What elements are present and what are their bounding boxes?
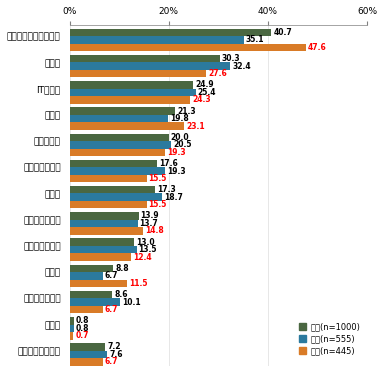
Text: 0.7: 0.7 [75, 331, 89, 340]
Text: 24.3: 24.3 [192, 95, 211, 104]
Legend: 全体(n=1000), 男性(n=555), 女性(n=445): 全体(n=1000), 男性(n=555), 女性(n=445) [296, 319, 363, 358]
Text: 6.7: 6.7 [105, 358, 118, 367]
Bar [70, 325, 74, 332]
Text: 40.7: 40.7 [273, 28, 292, 37]
Text: 8.6: 8.6 [114, 290, 128, 299]
Bar [70, 246, 137, 254]
Bar [70, 167, 166, 175]
Bar [70, 280, 127, 287]
Bar [70, 193, 162, 201]
Text: 30.3: 30.3 [222, 54, 240, 63]
Text: 7.6: 7.6 [109, 350, 123, 359]
Bar [70, 122, 184, 130]
Text: 25.4: 25.4 [197, 88, 216, 97]
Bar [70, 291, 113, 298]
Text: 13.7: 13.7 [139, 219, 158, 228]
Text: 18.7: 18.7 [164, 193, 183, 202]
Bar [70, 29, 271, 36]
Text: 19.8: 19.8 [170, 114, 189, 123]
Text: 0.8: 0.8 [76, 324, 89, 333]
Bar [70, 36, 243, 44]
Text: 13.9: 13.9 [141, 211, 159, 220]
Text: 47.6: 47.6 [308, 43, 326, 52]
Bar [70, 272, 103, 280]
Bar [70, 220, 137, 227]
Text: 10.1: 10.1 [122, 298, 141, 307]
Bar [70, 317, 74, 325]
Bar [70, 89, 195, 96]
Text: 32.4: 32.4 [232, 62, 251, 71]
Text: 11.5: 11.5 [129, 279, 147, 288]
Bar [70, 351, 108, 358]
Bar [70, 186, 156, 193]
Bar [70, 254, 131, 261]
Text: 27.6: 27.6 [209, 69, 227, 78]
Text: 6.7: 6.7 [105, 272, 118, 280]
Text: 12.4: 12.4 [133, 252, 152, 262]
Bar [70, 107, 175, 115]
Bar [70, 115, 168, 122]
Text: 14.8: 14.8 [145, 226, 164, 235]
Text: 17.3: 17.3 [157, 185, 176, 194]
Bar [70, 175, 147, 182]
Bar [70, 212, 139, 220]
Text: 6.7: 6.7 [105, 305, 118, 314]
Bar [70, 265, 113, 272]
Text: 23.1: 23.1 [186, 122, 205, 131]
Bar [70, 96, 190, 104]
Bar [70, 160, 157, 167]
Bar [70, 298, 120, 306]
Text: 24.9: 24.9 [195, 80, 214, 89]
Bar [70, 62, 230, 70]
Text: 15.5: 15.5 [149, 174, 167, 183]
Text: 8.8: 8.8 [115, 264, 129, 273]
Bar [70, 332, 73, 340]
Text: 20.0: 20.0 [171, 133, 189, 142]
Text: 21.3: 21.3 [177, 107, 196, 116]
Bar [70, 227, 143, 234]
Bar [70, 306, 103, 313]
Text: 19.3: 19.3 [167, 166, 186, 175]
Text: 15.5: 15.5 [149, 200, 167, 209]
Text: 17.6: 17.6 [159, 159, 178, 168]
Text: 13.5: 13.5 [139, 245, 157, 254]
Text: 0.8: 0.8 [76, 316, 89, 325]
Bar [70, 55, 220, 62]
Bar [70, 44, 306, 51]
Bar [70, 238, 134, 246]
Text: 7.2: 7.2 [108, 343, 121, 352]
Text: 20.5: 20.5 [173, 140, 192, 149]
Bar [70, 141, 171, 148]
Bar [70, 81, 193, 89]
Text: 13.0: 13.0 [136, 237, 155, 246]
Bar [70, 148, 166, 156]
Bar [70, 343, 105, 351]
Bar [70, 134, 169, 141]
Bar [70, 358, 103, 366]
Text: 19.3: 19.3 [167, 148, 186, 157]
Bar [70, 70, 207, 77]
Bar [70, 201, 147, 208]
Text: 35.1: 35.1 [246, 36, 264, 45]
